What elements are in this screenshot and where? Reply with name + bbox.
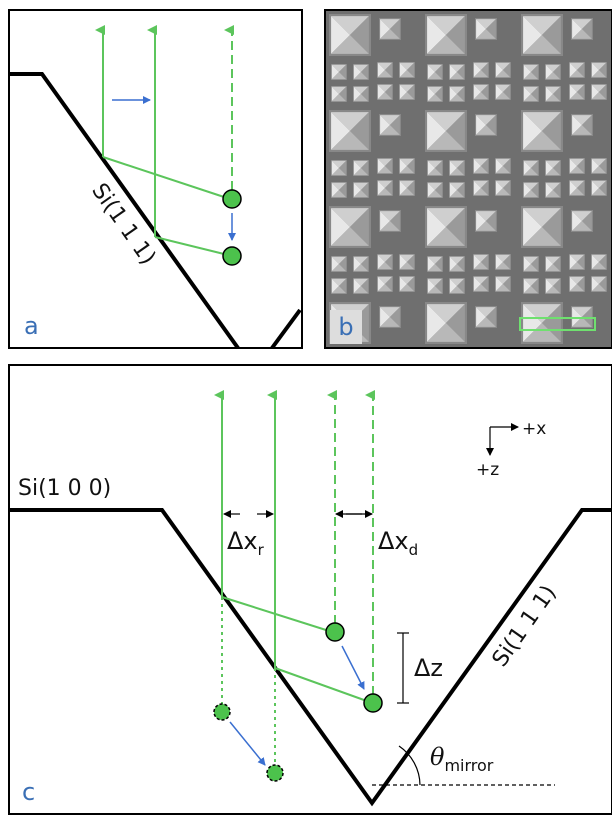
sem-image — [325, 10, 612, 348]
figure: Si(1 1 1) a b +x +z θmirror Si(1 0 0) Si… — [0, 0, 612, 815]
panel-label: a — [24, 312, 39, 340]
image-particle — [214, 704, 230, 720]
dimension-symbol: Δx — [378, 527, 409, 555]
shift-arrow — [230, 722, 265, 765]
dimension-subscript: r — [258, 541, 265, 559]
particle — [364, 694, 382, 712]
angle-label: θmirror — [430, 743, 494, 775]
angle-subscript: mirror — [444, 756, 493, 775]
dimension-label: Δz — [414, 654, 443, 682]
particle — [223, 247, 241, 265]
surface-label: Si(1 0 0) — [18, 476, 111, 501]
axis-label: +z — [476, 460, 499, 480]
dimension-subscript: d — [409, 541, 419, 559]
angle-symbol: θ — [430, 743, 445, 771]
surface — [272, 310, 300, 348]
surface — [10, 510, 612, 803]
axis-label: +x — [522, 419, 546, 439]
ray — [103, 157, 224, 197]
page: Si(1 1 1) a b +x +z θmirror Si(1 0 0) Si… — [0, 0, 612, 815]
shift-arrow — [342, 646, 364, 689]
panel-b: b — [325, 10, 612, 348]
particle — [223, 190, 241, 208]
dimension-label: Δxr — [227, 527, 265, 559]
panel-a: Si(1 1 1) a — [9, 10, 302, 348]
panel-label: c — [22, 778, 35, 806]
panel-c: +x +z θmirror Si(1 0 0) Si(1 1 1) Δxr Δx… — [9, 365, 612, 814]
panel-label: b — [338, 313, 353, 341]
dimension-symbol: Δx — [227, 527, 258, 555]
particle — [326, 623, 344, 641]
dimension-label: Δxd — [378, 527, 418, 559]
image-particle — [267, 765, 283, 781]
